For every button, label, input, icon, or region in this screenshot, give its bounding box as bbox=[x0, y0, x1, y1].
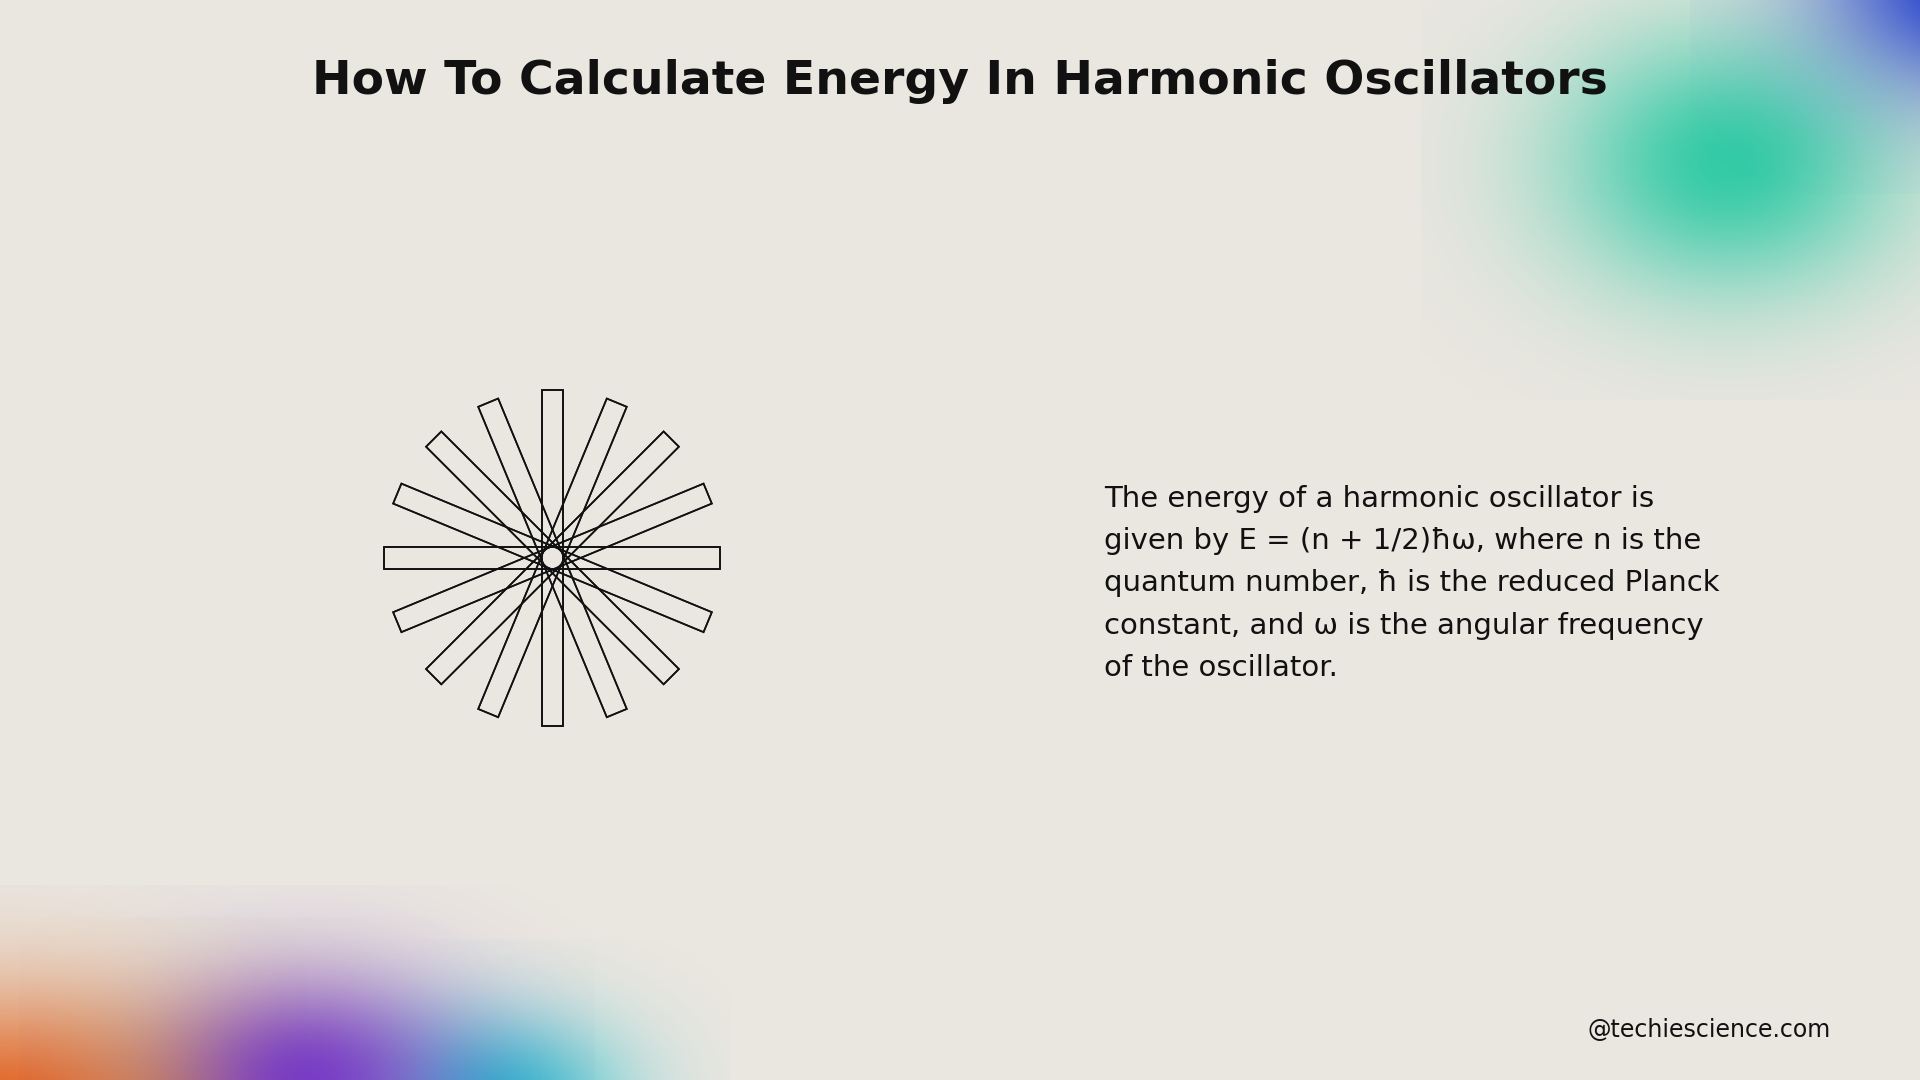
Text: @techiescience.com: @techiescience.com bbox=[1588, 1018, 1830, 1042]
Text: The energy of a harmonic oscillator is
given by E = (n + 1/2)ħω, where n is the
: The energy of a harmonic oscillator is g… bbox=[1104, 485, 1720, 681]
Text: How To Calculate Energy In Harmonic Oscillators: How To Calculate Energy In Harmonic Osci… bbox=[313, 59, 1607, 105]
